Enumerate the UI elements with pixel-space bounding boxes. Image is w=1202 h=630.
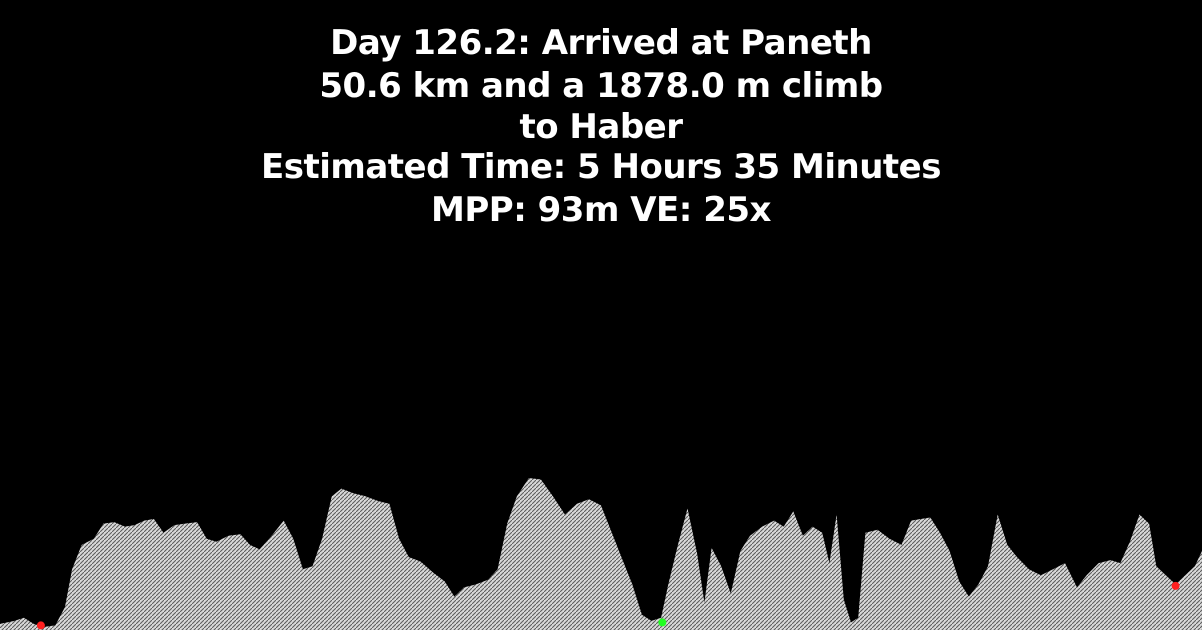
end-marker <box>1171 581 1180 590</box>
distance-climb-text: 50.6 km and a 1878.0 m climb <box>319 66 883 106</box>
destination-text: to Haber <box>519 107 683 147</box>
route-summary: Day 126.2: Arrived at Paneth 50.6 km and… <box>0 22 1202 232</box>
terrain-area <box>0 478 1202 630</box>
waypoint-marker <box>658 618 667 627</box>
estimated-time-text: Estimated Time: 5 Hours 35 Minutes <box>261 147 941 187</box>
mpp-ve-text: MPP: 93m VE: 25x <box>431 190 771 230</box>
day-arrival-title: Day 126.2: Arrived at Paneth <box>330 23 872 63</box>
start-marker <box>36 621 45 630</box>
